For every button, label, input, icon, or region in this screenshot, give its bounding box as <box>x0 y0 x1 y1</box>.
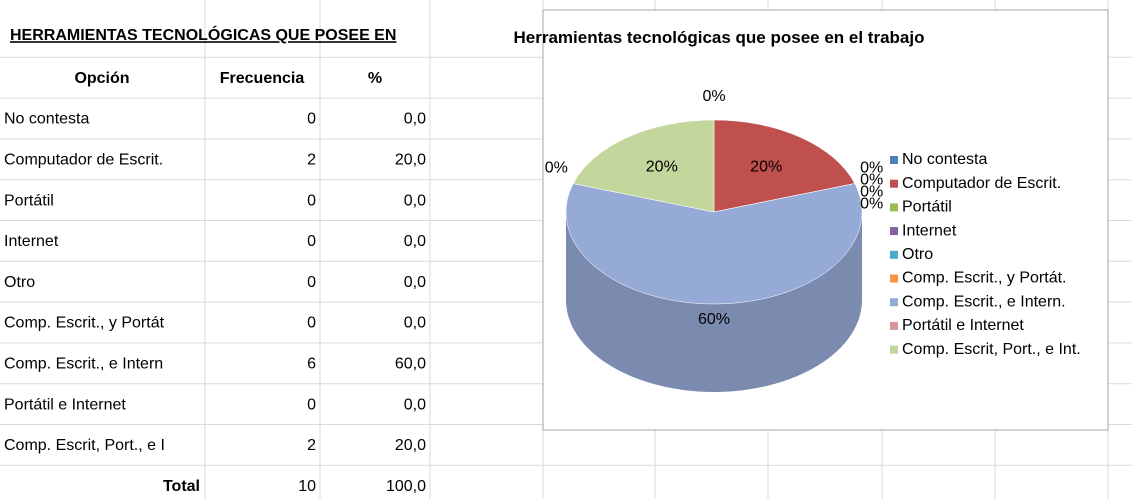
table-cell: Comp. Escrit., y Portát <box>4 315 165 332</box>
data-label: 0% <box>860 159 883 176</box>
data-label: 0% <box>702 88 725 105</box>
legend-swatch <box>890 298 898 307</box>
data-label: 0% <box>860 171 883 188</box>
table-cell: 6 <box>307 356 316 373</box>
legend-swatch <box>890 274 898 283</box>
table-cell: 2 <box>307 437 316 454</box>
total-label: Total <box>163 478 200 495</box>
table-cell: 100,0 <box>386 478 426 495</box>
legend-label: Portátil <box>902 199 952 216</box>
table-header: % <box>368 70 382 87</box>
legend-swatch <box>890 250 898 259</box>
legend-label: Comp. Escrit., e Intern. <box>902 293 1066 310</box>
table-cell: 60,0 <box>395 356 426 373</box>
table-cell: No contesta <box>4 111 89 128</box>
table-header: Opción <box>74 70 129 87</box>
data-label: 0% <box>860 183 883 200</box>
chart-title: Herramientas tecnológicas que posee en e… <box>513 28 925 47</box>
data-label: 0% <box>545 159 568 176</box>
pie-slice-side <box>566 212 862 392</box>
table-cell: 0,0 <box>404 274 426 291</box>
table-header: Frecuencia <box>220 70 305 87</box>
table-cell: 2 <box>307 152 316 169</box>
data-label: 20% <box>750 159 782 176</box>
table-title: HERRAMIENTAS TECNOLÓGICAS QUE POSEE EN <box>10 25 396 44</box>
table-cell: 0 <box>307 233 316 250</box>
table-cell: 0 <box>307 111 316 128</box>
table-cell: Comp. Escrit, Port., e I <box>4 437 165 454</box>
table-cell: 0,0 <box>404 315 426 332</box>
legend-swatch <box>890 203 898 212</box>
legend-label: Portátil e Internet <box>902 317 1024 334</box>
legend-label: No contesta <box>902 151 987 168</box>
pie-slice <box>713 119 856 213</box>
table-cell: 0,0 <box>404 111 426 128</box>
legend-swatch <box>890 227 898 236</box>
table-cell: 0 <box>307 396 316 413</box>
table-cell: 0 <box>307 315 316 332</box>
pie-slice <box>572 119 715 213</box>
table-cell: Internet <box>4 233 59 250</box>
table-cell: Computador de Escrit. <box>4 152 163 169</box>
legend-label: Computador de Escrit. <box>902 175 1061 192</box>
table-cell: 20,0 <box>395 152 426 169</box>
table-cell: 0,0 <box>404 396 426 413</box>
table-cell: 20,0 <box>395 437 426 454</box>
legend-label: Otro <box>902 246 933 263</box>
data-label: 20% <box>646 159 678 176</box>
table-cell: 0,0 <box>404 192 426 209</box>
legend-swatch <box>890 321 898 330</box>
table-cell: 0,0 <box>404 233 426 250</box>
table-cell: 10 <box>298 478 316 495</box>
legend-label: Internet <box>902 222 957 239</box>
pie-slice <box>565 183 863 305</box>
legend-swatch <box>890 345 898 354</box>
table-cell: Otro <box>4 274 35 291</box>
table-cell: 0 <box>307 192 316 209</box>
legend-label: Comp. Escrit., y Portát. <box>902 270 1066 287</box>
table-cell: Portátil <box>4 192 54 209</box>
data-label: 60% <box>698 311 730 328</box>
legend-swatch <box>890 156 898 164</box>
table-cell: Portátil e Internet <box>4 396 126 413</box>
legend-swatch <box>890 179 898 188</box>
data-label: 0% <box>860 195 883 212</box>
table-cell: 0 <box>307 274 316 291</box>
table-cell: Comp. Escrit., e Intern <box>4 356 163 373</box>
legend-label: Comp. Escrit, Port., e Int. <box>902 341 1081 358</box>
